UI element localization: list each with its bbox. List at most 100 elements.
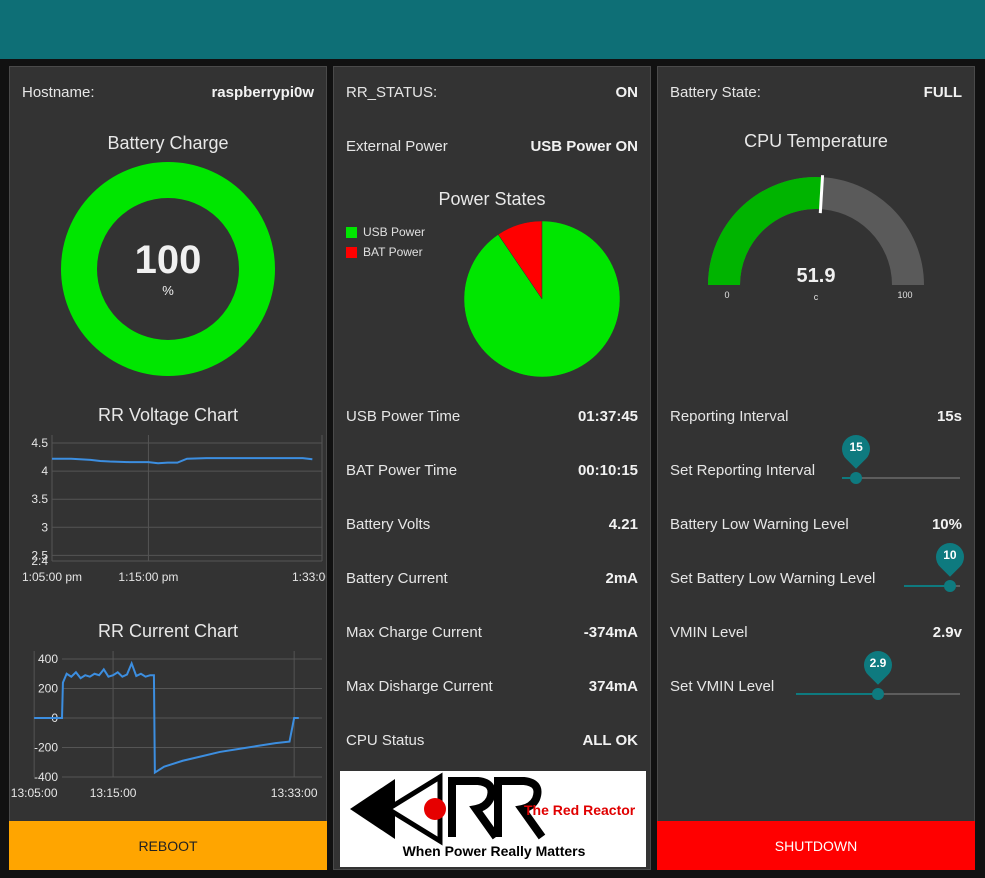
info-label: CPU Status	[346, 731, 425, 749]
battery-donut: 100 %	[61, 162, 275, 376]
legend-swatch-bat	[346, 246, 357, 258]
x-tick-label: 1:33:00 pm	[292, 570, 326, 584]
slider-handle[interactable]	[872, 688, 884, 700]
x-tick-label: 13:05:00	[11, 786, 58, 800]
set-battery-low-row: Set Battery Low Warning Level	[658, 566, 974, 590]
red-reactor-logo: The Red Reactor When Power Really Matter…	[340, 771, 646, 867]
info-value: 4.21	[608, 515, 638, 533]
y-tick-label: -400	[34, 770, 58, 784]
y-tick-label: 400	[38, 652, 58, 666]
info-row: Battery Volts 4.21	[334, 512, 650, 536]
shutdown-button[interactable]: SHUTDOWN	[657, 821, 975, 870]
info-value: 00:10:15	[577, 461, 638, 479]
vmin-label: VMIN Level	[670, 623, 748, 641]
info-label: USB Power Time	[346, 407, 461, 425]
logo-letter-r1	[448, 777, 500, 840]
battery-state-value: FULL	[923, 83, 962, 101]
gauge-max-label: 100	[897, 290, 912, 300]
current-chart-title: RR Current Chart	[97, 621, 239, 641]
series-line	[34, 660, 299, 775]
info-value: ALL OK	[582, 731, 638, 749]
external-power-label: External Power	[346, 137, 448, 155]
cpu-temperature-value: 51.9	[797, 265, 836, 287]
info-value: 374mA	[588, 677, 638, 695]
info-row: USB Power Time 01:37:45	[334, 404, 650, 428]
info-value: 2mA	[605, 569, 638, 587]
y-tick-label: 3	[41, 520, 48, 534]
legend-label-bat: BAT Power	[363, 245, 423, 259]
external-power-value: USB Power ON	[530, 137, 638, 155]
status-value: ON	[615, 83, 639, 101]
info-value: 01:37:45	[577, 407, 638, 425]
cpu-temperature-title: CPU Temperature	[744, 131, 888, 151]
power-states-pie	[463, 220, 621, 378]
reporting-interval-row: Reporting Interval 15s	[658, 404, 974, 428]
panel-power: RR_STATUS: ON External Power USB Power O…	[333, 66, 651, 870]
status-label: RR_STATUS:	[346, 83, 438, 101]
slider-fill	[842, 477, 857, 479]
logo-red-dot	[424, 798, 446, 820]
slider-fill	[904, 585, 950, 587]
battery-state-row: Battery State: FULL	[658, 80, 974, 104]
y-tick-label: 4.5	[31, 436, 48, 450]
legend-item-usb: USB Power	[346, 222, 425, 242]
info-label: Battery Current	[346, 569, 448, 587]
set-reporting-interval-row: Set Reporting Interval	[658, 458, 974, 482]
voltage-chart-title: RR Voltage Chart	[97, 405, 239, 425]
x-tick-label: 1:15:00 pm	[118, 570, 178, 584]
info-label: BAT Power Time	[346, 461, 458, 479]
logo-brand-text: The Red Reactor	[524, 802, 636, 818]
battery-low-value: 10%	[931, 515, 962, 533]
info-row: Max Disharge Current 374mA	[334, 674, 650, 698]
reboot-button[interactable]: REBOOT	[9, 821, 327, 870]
vmin-slider[interactable]: 2.9	[796, 645, 960, 709]
battery-donut-ring	[61, 162, 275, 376]
hostname-value: raspberrypi0w	[211, 83, 314, 101]
reporting-interval-label: Reporting Interval	[670, 407, 789, 425]
cpu-temperature-unit: c	[814, 292, 819, 302]
set-vmin-label: Set VMIN Level	[670, 677, 775, 695]
battery-low-label: Battery Low Warning Level	[670, 515, 849, 533]
legend-item-bat: BAT Power	[346, 242, 425, 262]
logo-letter-r2	[494, 777, 546, 840]
battery-low-slider[interactable]: 10	[904, 537, 970, 601]
slider-fill	[796, 693, 878, 695]
y-tick-label: -200	[34, 741, 58, 755]
info-row: CPU Status ALL OK	[334, 728, 650, 752]
cpu-temperature-gauge: 51.9 c 0 100	[708, 175, 924, 302]
y-tick-label: 200	[38, 682, 58, 696]
power-states-title: Power States	[438, 189, 546, 209]
legend-label-usb: USB Power	[363, 225, 426, 239]
top-bar	[0, 0, 985, 59]
slider-handle[interactable]	[850, 472, 863, 484]
legend-swatch-usb	[346, 226, 357, 238]
x-tick-label: 13:33:00	[271, 786, 318, 800]
pie-slice-usb	[463, 220, 621, 378]
set-vmin-row: Set VMIN Level	[658, 674, 974, 698]
battery-charge-title: Battery Charge	[107, 133, 229, 153]
logo-arrow-left	[350, 779, 395, 839]
voltage-chart: 2.42.5 3 3.5 4 4.5 1:05:00 pm 1:15:00 pm 1:33:0…	[22, 435, 326, 584]
battery-charge-value: 100	[135, 238, 202, 282]
vmin-value: 2.9v	[932, 623, 962, 641]
series-line	[52, 457, 313, 465]
reporting-interval-slider[interactable]: 15	[836, 429, 960, 493]
gauge-min-label: 0	[724, 290, 729, 300]
status-row: RR_STATUS: ON	[334, 80, 650, 104]
y-tick-label: 4	[41, 464, 48, 478]
x-tick-label: 1:05:00 pm	[22, 570, 82, 584]
hostname-row: Hostname: raspberrypi0w	[10, 80, 326, 104]
info-label: Max Charge Current	[346, 623, 482, 641]
external-power-row: External Power USB Power ON	[334, 134, 650, 158]
info-row: Battery Current 2mA	[334, 566, 650, 590]
slider-value-label: 15	[849, 440, 863, 454]
hostname-label: Hostname:	[22, 83, 95, 101]
power-states-legend: USB Power BAT Power	[346, 222, 425, 262]
slider-handle[interactable]	[943, 580, 956, 592]
y-tick-label: 2.4	[31, 554, 48, 568]
info-value: -374mA	[583, 623, 638, 641]
x-tick-label: 13:15:00	[90, 786, 137, 800]
logo-graphic: The Red Reactor When Power Really Matter…	[350, 772, 636, 859]
panel-system: Hostname: raspberrypi0w Battery Charge 1…	[9, 66, 327, 870]
